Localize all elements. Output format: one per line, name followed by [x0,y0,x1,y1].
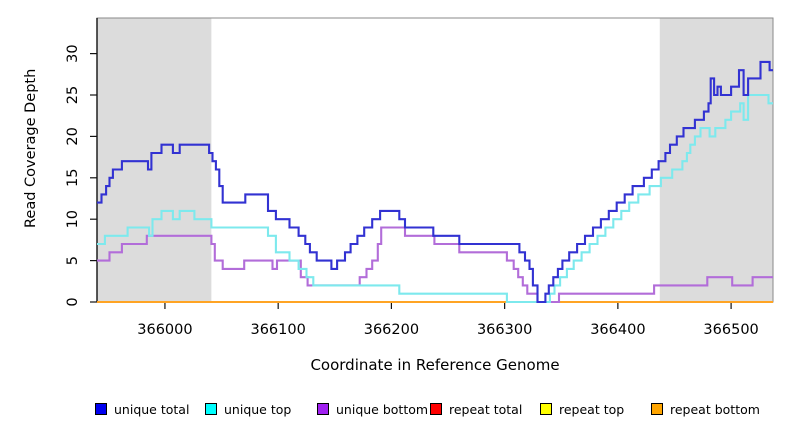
y-tick-label: 25 [65,86,81,104]
y-tick-label: 10 [65,210,81,228]
x-tick-label: 366200 [364,322,419,338]
legend-label: repeat top [559,401,625,417]
plot-legend: unique total unique top unique bottom re… [0,401,792,421]
legend-label: repeat bottom [670,401,760,417]
x-tick-label: 366100 [250,322,305,338]
legend-item-repeat-top: repeat top [540,401,624,417]
legend-swatch-unique-total [95,403,107,415]
y-tick-label: 20 [65,127,81,145]
legend-label: unique bottom [336,401,429,417]
legend-swatch-unique-top [205,403,217,415]
legend-swatch-repeat-bottom [651,403,663,415]
legend-swatch-repeat-top [540,403,552,415]
x-tick-label: 366400 [590,322,645,338]
series-line-unique-bottom [97,226,773,304]
y-axis-title: Read Coverage Depth [23,68,39,228]
y-tick-label: 0 [65,297,81,306]
legend-item-repeat-total: repeat total [430,401,522,417]
y-tick-label: 15 [65,169,81,187]
y-tick-label: 5 [65,256,81,265]
legend-item-unique-top: unique top [205,401,291,417]
shaded-region [97,18,212,302]
x-tick-label: 366300 [477,322,532,338]
legend-swatch-repeat-total [430,403,442,415]
legend-swatch-unique-bottom [317,403,329,415]
x-tick-label: 366500 [703,322,758,338]
series-line-unique-total [97,60,773,304]
x-tick-label: 366000 [137,322,192,338]
legend-item-repeat-bottom: repeat bottom [651,401,760,417]
legend-item-unique-bottom: unique bottom [317,401,428,417]
shaded-region [659,18,773,302]
x-axis-title: Coordinate in Reference Genome [310,356,560,374]
y-tick-label: 30 [65,44,81,62]
legend-label: unique total [114,401,190,417]
legend-label: unique top [224,401,292,417]
series-line-unique-top [97,93,773,304]
legend-label: repeat total [449,401,523,417]
legend-item-unique-total: unique total [95,401,189,417]
